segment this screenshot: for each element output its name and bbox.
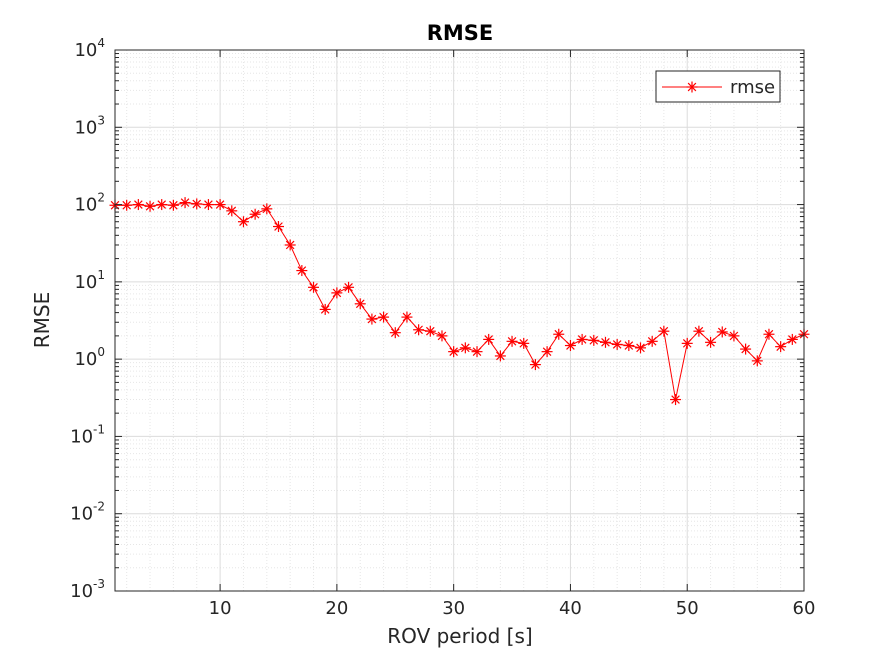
data-point-marker bbox=[658, 325, 670, 337]
data-point-marker bbox=[716, 326, 728, 338]
x-tick-label: 50 bbox=[676, 598, 699, 619]
legend-marker bbox=[686, 81, 698, 93]
y-tick-label: 100 bbox=[74, 345, 105, 370]
data-point-marker bbox=[646, 335, 658, 347]
legend: rmse bbox=[655, 70, 781, 103]
data-point-marker bbox=[459, 342, 471, 354]
data-point-marker bbox=[272, 221, 284, 233]
y-tick-label: 10-1 bbox=[70, 422, 105, 447]
data-point-marker bbox=[167, 199, 179, 211]
data-point-marker bbox=[635, 342, 647, 354]
data-point-marker bbox=[564, 340, 576, 352]
data-point-marker bbox=[705, 336, 717, 348]
legend-label: rmse bbox=[730, 77, 775, 98]
data-point-marker bbox=[553, 328, 565, 340]
data-point-marker bbox=[506, 335, 518, 347]
y-tick-label: 10-3 bbox=[70, 577, 105, 602]
data-point-marker bbox=[226, 205, 238, 217]
data-point-marker bbox=[156, 199, 168, 211]
data-point-marker bbox=[576, 333, 588, 345]
data-point-marker bbox=[740, 343, 752, 355]
data-point-marker bbox=[343, 281, 355, 293]
data-point-marker bbox=[763, 328, 775, 340]
data-point-marker bbox=[179, 197, 191, 209]
data-point-marker bbox=[448, 346, 460, 358]
data-point-marker bbox=[541, 346, 553, 358]
x-tick-label: 30 bbox=[442, 598, 465, 619]
x-tick-label: 20 bbox=[325, 598, 348, 619]
y-axis-label: RMSE bbox=[30, 292, 54, 348]
y-tick-label: 10-2 bbox=[70, 500, 105, 525]
plot-area bbox=[115, 50, 804, 591]
data-point-marker bbox=[261, 203, 273, 215]
data-point-marker bbox=[494, 350, 506, 362]
data-point-marker bbox=[436, 330, 448, 342]
data-point-marker bbox=[202, 199, 214, 211]
data-point-marker bbox=[775, 341, 787, 353]
data-point-marker bbox=[121, 199, 133, 211]
data-point-marker bbox=[366, 313, 378, 325]
y-tick-label: 101 bbox=[74, 268, 105, 293]
data-point-marker bbox=[378, 311, 390, 323]
data-point-marker bbox=[599, 336, 611, 348]
x-tick-label: 40 bbox=[559, 598, 582, 619]
data-point-marker bbox=[728, 330, 740, 342]
data-point-marker bbox=[786, 333, 798, 345]
data-point-marker bbox=[681, 337, 693, 349]
ticks-layer: 10-3 10-2 10-1 100 101 102 103 104 10 20 30 40 50 60 bbox=[70, 36, 815, 619]
x-axis-label: ROV period [s] bbox=[387, 624, 532, 648]
x-tick-label: 10 bbox=[209, 598, 232, 619]
data-point-marker bbox=[389, 327, 401, 339]
minor-grid bbox=[115, 50, 804, 591]
data-point-marker bbox=[693, 325, 705, 337]
series-layer bbox=[109, 197, 810, 406]
data-point-marker bbox=[686, 81, 698, 93]
data-point-marker bbox=[284, 239, 296, 251]
data-point-marker bbox=[518, 337, 530, 349]
x-tick-label: 60 bbox=[793, 598, 816, 619]
data-point-marker bbox=[132, 199, 144, 211]
data-point-marker bbox=[483, 333, 495, 345]
data-point-marker bbox=[529, 359, 541, 371]
data-point-marker bbox=[191, 198, 203, 210]
chart-title: RMSE bbox=[427, 21, 494, 45]
data-point-marker bbox=[401, 311, 413, 323]
data-point-marker bbox=[214, 199, 226, 211]
data-point-marker bbox=[413, 324, 425, 336]
data-point-marker bbox=[319, 303, 331, 315]
data-point-marker bbox=[296, 265, 308, 277]
data-point-marker bbox=[249, 208, 261, 220]
data-point-marker bbox=[354, 298, 366, 310]
data-point-marker bbox=[611, 338, 623, 350]
data-point-marker bbox=[588, 334, 600, 346]
data-point-marker bbox=[623, 340, 635, 352]
data-point-marker bbox=[144, 200, 156, 212]
data-point-marker bbox=[424, 325, 436, 337]
data-point-marker bbox=[237, 216, 249, 228]
data-point-marker bbox=[471, 346, 483, 358]
data-point-marker bbox=[331, 287, 343, 299]
data-point-marker bbox=[751, 355, 763, 367]
y-tick-label: 103 bbox=[74, 113, 105, 138]
data-point-marker bbox=[670, 394, 682, 406]
data-point-marker bbox=[308, 281, 320, 293]
y-tick-label: 104 bbox=[74, 36, 105, 61]
plot-border bbox=[114, 49, 805, 592]
y-tick-label: 102 bbox=[74, 191, 105, 216]
